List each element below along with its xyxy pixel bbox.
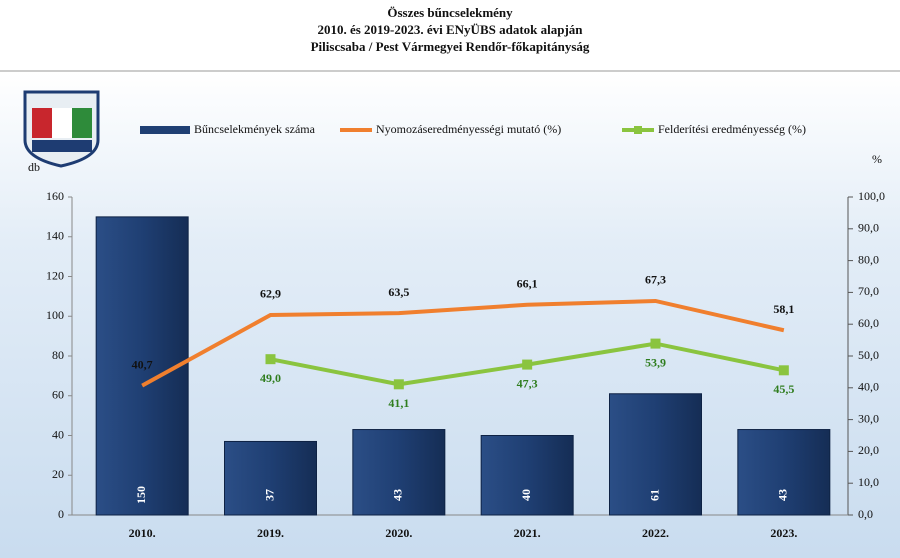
line-value-label: 53,9 [645,355,666,369]
chart-title: Összes bűncselekmény [387,5,513,20]
bar-value-label: 43 [776,489,790,501]
y2-tick-label: 80,0 [858,252,879,266]
bar [738,430,830,515]
line-value-label: 66,1 [517,277,538,291]
bar-value-label: 150 [134,486,148,504]
y2-tick-label: 10,0 [858,475,879,489]
y-tick-label: 80 [52,348,64,362]
bar-value-label: 40 [519,489,533,501]
y-tick-label: 140 [46,229,64,243]
chart-subtitle: Piliscsaba / Pest Vármegyei Rendőr-főkap… [311,39,590,54]
line-marker [394,379,404,389]
y-tick-label: 40 [52,427,64,441]
y-tick-label: 100 [46,308,64,322]
line-value-label: 40,7 [132,357,153,371]
y-tick-label: 60 [52,388,64,402]
bar [225,441,317,515]
bar [353,430,445,515]
y2-tick-label: 30,0 [858,411,879,425]
line-value-label: 47,3 [517,376,538,390]
bar [481,436,573,516]
line-value-label: 62,9 [260,287,281,301]
chart: Összes bűncselekmény 2010. és 2019-2023.… [0,0,900,558]
legend-label: Felderítési eredményesség (%) [658,122,806,136]
legend-label: Bűncselekmények száma [194,122,316,136]
line-value-label: 41,1 [388,396,409,410]
logo [25,92,98,166]
line-marker [266,354,276,364]
x-tick-label: 2020. [385,526,412,540]
line-marker [779,365,789,375]
y2-tick-label: 20,0 [858,443,879,457]
x-tick-label: 2019. [257,526,284,540]
y2-axis-label: % [872,152,882,166]
x-tick-label: 2022. [642,526,669,540]
y-axis-label: db [28,160,40,174]
y-tick-label: 160 [46,189,64,203]
x-tick-label: 2010. [129,526,156,540]
x-tick-label: 2023. [770,526,797,540]
y2-tick-label: 60,0 [858,316,879,330]
x-tick-label: 2021. [514,526,541,540]
y2-tick-label: 40,0 [858,380,879,394]
line-value-label: 67,3 [645,273,666,287]
legend-label: Nyomozáseredményességi mutató (%) [376,122,561,136]
chart-subtitle: 2010. és 2019-2023. évi ENyÜBS adatok al… [317,22,583,37]
line-value-label: 49,0 [260,371,281,385]
bar-value-label: 61 [647,489,661,501]
y-tick-label: 20 [52,467,64,481]
y2-tick-label: 70,0 [858,284,879,298]
y2-tick-label: 50,0 [858,348,879,362]
y2-tick-label: 100,0 [858,189,885,203]
line-value-label: 45,5 [773,382,794,396]
line-value-label: 58,1 [773,302,794,316]
y2-tick-label: 90,0 [858,221,879,235]
legend-marker [634,126,642,134]
bar-value-label: 37 [262,489,276,501]
bar-value-label: 43 [391,489,405,501]
line-marker [522,360,532,370]
y-tick-label: 120 [46,268,64,282]
line-value-label: 63,5 [388,285,409,299]
y2-tick-label: 0,0 [858,507,873,521]
y-tick-label: 0 [58,507,64,521]
line-marker [651,339,661,349]
legend-swatch [140,126,190,134]
